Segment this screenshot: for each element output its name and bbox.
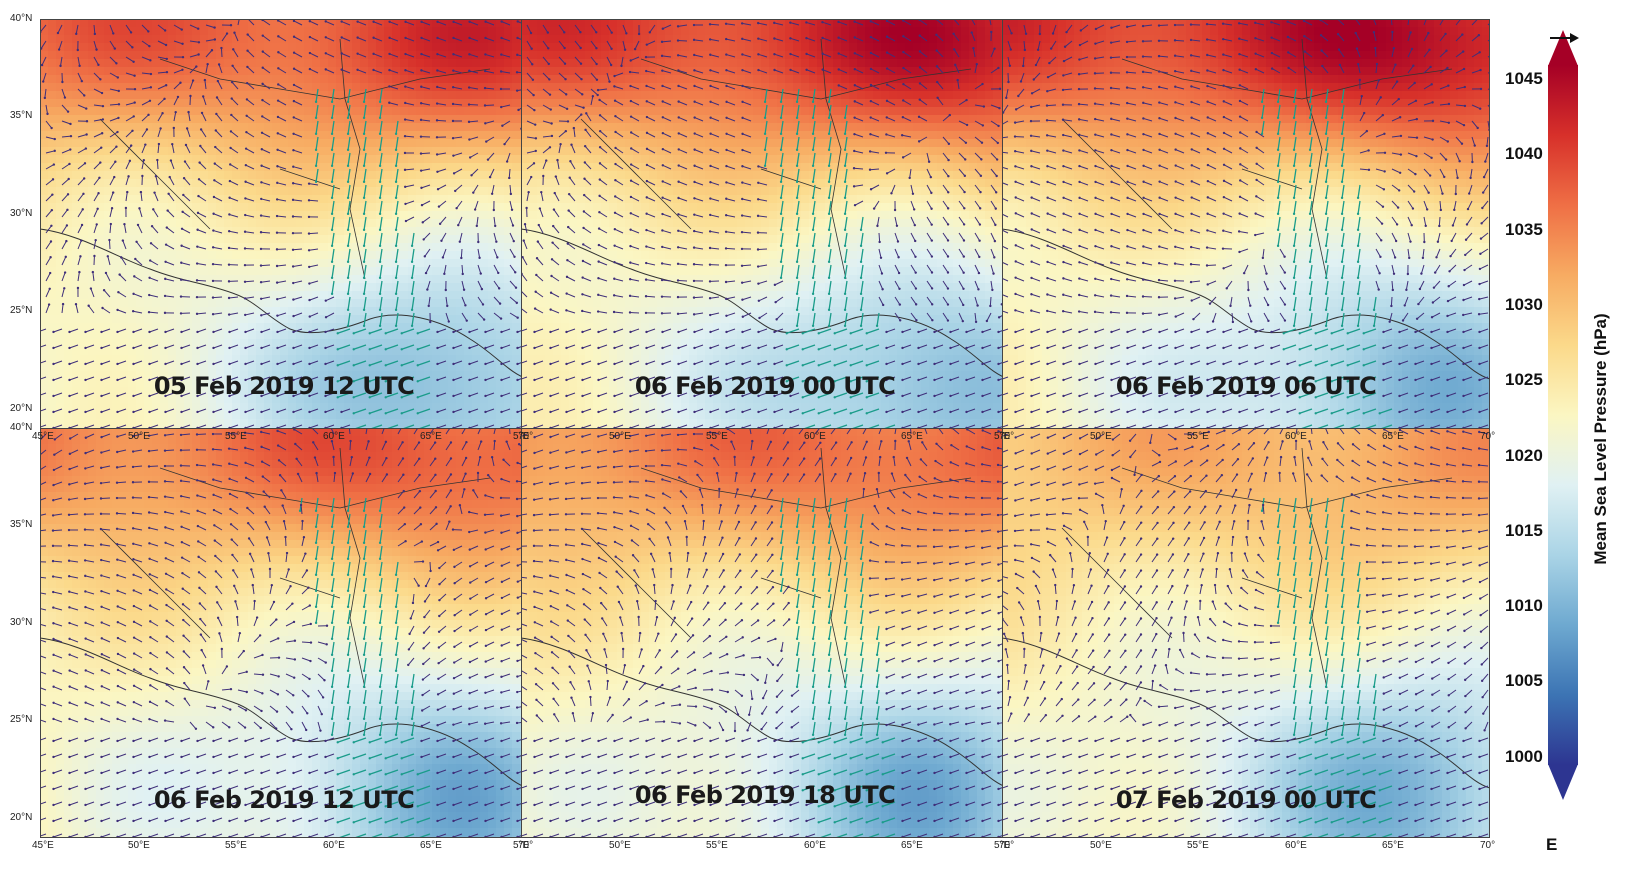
- panel-title: 06 Feb 2019 06 UTC: [1002, 372, 1490, 400]
- colorbar-tick-label: 1045: [1505, 69, 1543, 89]
- lon-tick-label: 50°E: [609, 431, 631, 442]
- country-borders: [99, 447, 491, 689]
- lat-tick-label: 30°N: [10, 617, 32, 628]
- coastline: [521, 228, 1009, 380]
- lon-tick-label: 50°E: [1090, 840, 1112, 851]
- lon-tick-label: 5°E: [994, 431, 1010, 442]
- pressure-field: [521, 428, 1009, 838]
- lat-tick-label: 30°N: [10, 208, 32, 219]
- lat-tick-label: 40°N: [10, 13, 32, 24]
- map-panel-1: 05 Feb 2019 12 UTC: [40, 19, 528, 429]
- lon-tick-label: 50°E: [1090, 431, 1112, 442]
- colorbar-tick-label: 1020: [1505, 446, 1543, 466]
- colorbar-tick-label: 1025: [1505, 370, 1543, 390]
- coastline: [40, 637, 528, 789]
- country-borders: [1061, 447, 1453, 689]
- lon-tick-label: 55°E: [225, 431, 247, 442]
- country-borders: [99, 38, 491, 280]
- lon-tick-label: 55°E: [1187, 840, 1209, 851]
- lon-tick-label: 65°E: [901, 840, 923, 851]
- lat-tick-label: 35°N: [10, 110, 32, 121]
- colorbar-tick-label: 1015: [1505, 521, 1543, 541]
- lon-tick-label: 60°E: [1285, 431, 1307, 442]
- lon-tick-label: 55°E: [706, 840, 728, 851]
- colorbar-upper-extend: [1548, 30, 1578, 66]
- colorbar-tick-label: 1010: [1505, 596, 1543, 616]
- lon-tick-label: 55°E: [1187, 431, 1209, 442]
- panel-frame: [1002, 428, 1490, 838]
- lon-tick-label: 70°: [1480, 431, 1495, 442]
- colorbar-tick-label: 1030: [1505, 295, 1543, 315]
- reference-arrow-icon: [1550, 33, 1579, 43]
- lon-tick-label: 70°: [518, 431, 533, 442]
- panel-title: 06 Feb 2019 00 UTC: [521, 372, 1009, 400]
- lon-tick-label: 70°: [999, 840, 1014, 851]
- lat-tick-label: 25°N: [10, 714, 32, 725]
- lat-tick-label: 25°N: [10, 305, 32, 316]
- colorbar-gradient: [1548, 65, 1578, 765]
- country-borders: [1061, 38, 1453, 280]
- pressure-field: [40, 428, 528, 838]
- coastline: [1002, 228, 1490, 380]
- lon-tick-label: 60°E: [804, 431, 826, 442]
- colorbar-lower-extend: [1548, 764, 1578, 800]
- colorbar-tick-label: 1035: [1505, 220, 1543, 240]
- lon-tick-label: 65°E: [1382, 840, 1404, 851]
- lon-tick-label: 5°E: [994, 840, 1010, 851]
- map-panel-5: 06 Feb 2019 18 UTC: [521, 428, 1009, 838]
- lon-tick-label: 65°E: [901, 431, 923, 442]
- lon-tick-label: 45°E: [32, 840, 54, 851]
- panel-title: 06 Feb 2019 18 UTC: [521, 781, 1009, 809]
- colorbar-title: Mean Sea Level Pressure (hPa): [1591, 313, 1611, 564]
- colorbar-tick-label: 1005: [1505, 671, 1543, 691]
- lon-tick-label: 60°E: [804, 840, 826, 851]
- lon-tick-label: 65°E: [420, 431, 442, 442]
- lon-tick-label: 45°E: [32, 431, 54, 442]
- lon-tick-label: 50°E: [609, 840, 631, 851]
- country-borders: [580, 38, 972, 280]
- lon-tick-label: 60°E: [323, 431, 345, 442]
- lat-tick-label: 35°N: [10, 519, 32, 530]
- lat-tick-label: 20°N: [10, 812, 32, 823]
- pressure-field: [1002, 428, 1490, 838]
- colorbar-tick-label: 1000: [1505, 747, 1543, 767]
- lat-tick-label: 20°N: [10, 403, 32, 414]
- pressure-field: [40, 19, 528, 429]
- map-panel-4: 06 Feb 2019 12 UTC: [40, 428, 528, 838]
- lon-tick-label: 60°E: [1285, 840, 1307, 851]
- lon-tick-label: 5°E: [513, 840, 529, 851]
- lat-tick-label: 40°N: [10, 422, 32, 433]
- map-panel-6: 07 Feb 2019 00 UTC: [1002, 428, 1490, 838]
- lon-tick-label: 60°E: [323, 840, 345, 851]
- panel-title: 05 Feb 2019 12 UTC: [40, 372, 528, 400]
- lon-tick-label: 50°E: [128, 840, 150, 851]
- panel-title: 07 Feb 2019 00 UTC: [1002, 786, 1490, 814]
- lon-tick-label: 55°E: [225, 840, 247, 851]
- panel-title: 06 Feb 2019 12 UTC: [40, 786, 528, 814]
- lon-tick-label: 70°: [999, 431, 1014, 442]
- lon-tick-label: 50°E: [128, 431, 150, 442]
- lon-tick-label: 70°: [1480, 840, 1495, 851]
- lon-tick-label: 65°E: [1382, 431, 1404, 442]
- colorbar: [1548, 30, 1578, 800]
- coastline: [40, 228, 528, 380]
- coastline: [1002, 637, 1490, 789]
- pressure-field: [1002, 19, 1490, 429]
- country-borders: [580, 447, 972, 689]
- map-panel-3: 06 Feb 2019 06 UTC: [1002, 19, 1490, 429]
- coastline: [521, 637, 1009, 789]
- lon-tick-label: 70°: [518, 840, 533, 851]
- colorbar-tick-label: 1040: [1505, 144, 1543, 164]
- lon-tick-label: 5°E: [513, 431, 529, 442]
- pressure-field: [521, 19, 1009, 429]
- map-panel-2: 06 Feb 2019 00 UTC: [521, 19, 1009, 429]
- lon-tick-label: 55°E: [706, 431, 728, 442]
- reference-vector-label: E: [1546, 835, 1557, 855]
- lon-tick-label: 65°E: [420, 840, 442, 851]
